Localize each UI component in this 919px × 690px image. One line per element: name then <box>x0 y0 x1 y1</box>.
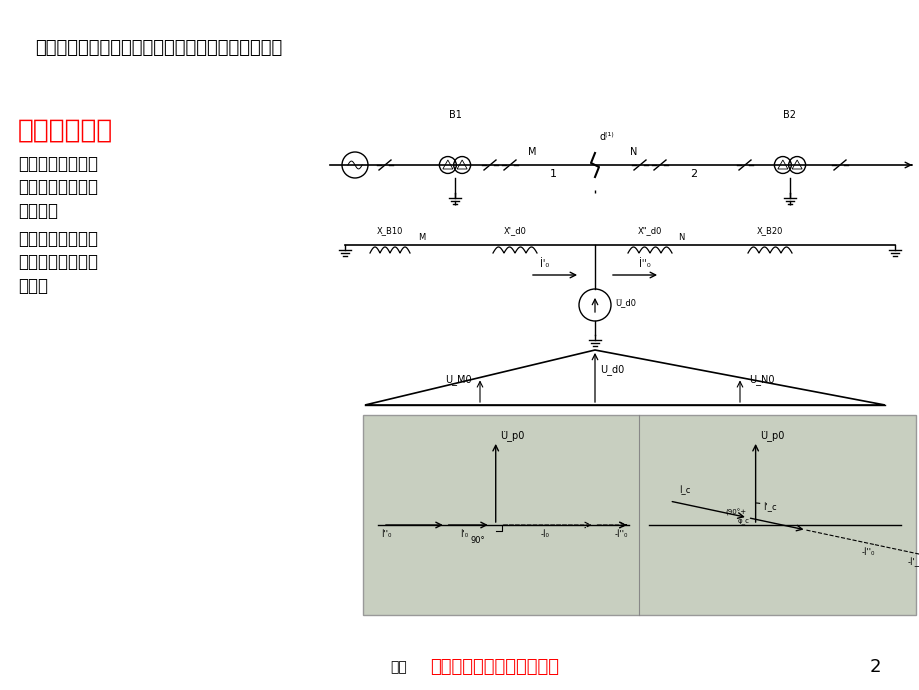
Text: B1: B1 <box>448 110 461 120</box>
Text: İ'_c: İ'_c <box>762 502 776 511</box>
Text: X"_d0: X"_d0 <box>637 226 662 235</box>
Text: 正方向的规定: 正方向的规定 <box>18 118 113 144</box>
Text: 压为正；: 压为正； <box>18 202 58 220</box>
Text: (90°+: (90°+ <box>725 509 746 515</box>
Text: U̇_d0: U̇_d0 <box>614 298 635 307</box>
Text: 谷风: 谷风 <box>390 660 406 674</box>
Text: M: M <box>528 147 536 157</box>
Text: -İ''₀: -İ''₀ <box>860 548 874 557</box>
Text: 为正。: 为正。 <box>18 277 48 295</box>
Text: X_B20: X_B20 <box>756 226 782 235</box>
Text: d⁽¹⁾: d⁽¹⁾ <box>599 132 614 142</box>
Text: M: M <box>417 233 425 242</box>
Text: İ''₀: İ''₀ <box>639 259 650 269</box>
Text: 零序电压的方向：: 零序电压的方向： <box>18 155 98 173</box>
Text: φ_c: φ_c <box>737 518 749 524</box>
Text: 2: 2 <box>869 658 880 676</box>
Bar <box>363 415 915 615</box>
Text: 零序电流的方向：: 零序电流的方向： <box>18 230 98 248</box>
Text: U_d0: U_d0 <box>599 364 624 375</box>
Text: 2: 2 <box>689 169 697 179</box>
Text: U_N0: U_N0 <box>748 375 774 386</box>
Text: N: N <box>677 233 684 242</box>
Text: İ'₀: İ'₀ <box>539 259 549 269</box>
Text: 由母线流向故障点: 由母线流向故障点 <box>18 253 98 271</box>
Text: X_B10: X_B10 <box>377 226 403 235</box>
Text: X'_d0: X'_d0 <box>503 226 526 235</box>
Text: 线路高于大地的电: 线路高于大地的电 <box>18 178 98 196</box>
Text: N: N <box>630 147 637 157</box>
Text: İ''₀: İ''₀ <box>380 530 391 539</box>
Text: 90°: 90° <box>471 536 485 545</box>
Text: -İ'_c: -İ'_c <box>906 558 919 567</box>
Text: U̇_p0: U̇_p0 <box>499 430 524 441</box>
Text: -İ''₀: -İ''₀ <box>614 530 627 539</box>
Text: -İ₀: -İ₀ <box>540 530 549 539</box>
Text: U̇_p0: U̇_p0 <box>759 430 783 441</box>
Text: İ_c: İ_c <box>679 485 690 495</box>
Text: 1: 1 <box>550 169 556 179</box>
Text: B2: B2 <box>783 110 796 120</box>
Text: İ'₀: İ'₀ <box>460 530 467 539</box>
Text: U_M0: U_M0 <box>444 375 471 386</box>
Text: 接地短路时的零序等效网络: 接地短路时的零序等效网络 <box>429 658 559 676</box>
Text: 接地故障时零序电流，零序电压及零序功率的特点：: 接地故障时零序电流，零序电压及零序功率的特点： <box>35 39 282 57</box>
